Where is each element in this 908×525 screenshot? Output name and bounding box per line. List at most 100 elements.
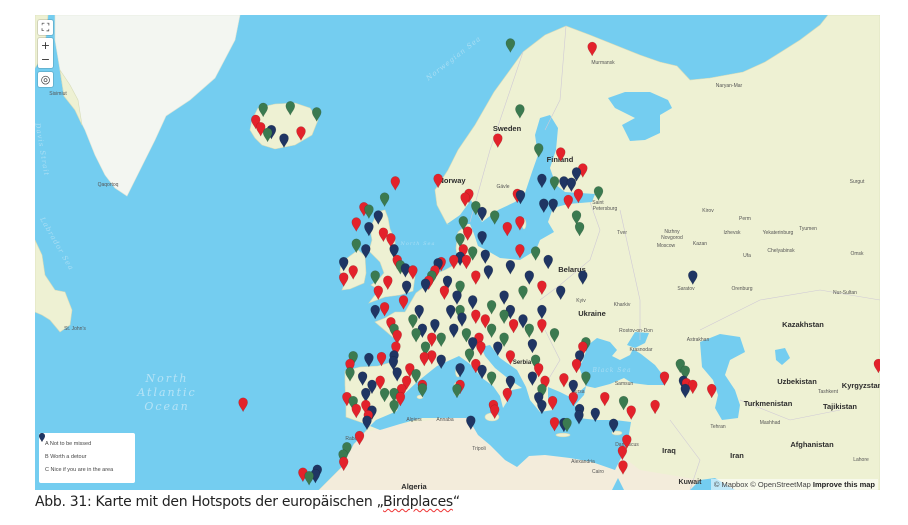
- marker-nice-if-in-area[interactable]: [436, 354, 446, 370]
- marker-nice-if-in-area[interactable]: [477, 364, 487, 380]
- marker-worth-a-detour[interactable]: [262, 127, 273, 143]
- marker-worth-a-detour[interactable]: [534, 143, 544, 158]
- marker-nice-if-in-area[interactable]: [339, 256, 349, 272]
- marker-worth-a-detour[interactable]: [530, 246, 541, 262]
- marker-not-to-be-missed[interactable]: [568, 391, 578, 407]
- marker-worth-a-detour[interactable]: [364, 204, 374, 220]
- marker-nice-if-in-area[interactable]: [457, 312, 467, 328]
- marker-not-to-be-missed[interactable]: [460, 192, 470, 208]
- marker-nice-if-in-area[interactable]: [420, 278, 431, 294]
- marker-not-to-be-missed[interactable]: [296, 126, 306, 142]
- marker-not-to-be-missed[interactable]: [559, 373, 569, 388]
- marker-nice-if-in-area[interactable]: [527, 371, 538, 387]
- marker-worth-a-detour[interactable]: [452, 383, 462, 399]
- marker-worth-a-detour[interactable]: [581, 371, 591, 387]
- marker-not-to-be-missed[interactable]: [373, 285, 383, 301]
- marker-worth-a-detour[interactable]: [515, 104, 525, 119]
- marker-nice-if-in-area[interactable]: [452, 290, 462, 306]
- marker-worth-a-detour[interactable]: [486, 371, 497, 387]
- marker-worth-a-detour[interactable]: [370, 270, 380, 286]
- marker-nice-if-in-area[interactable]: [480, 249, 490, 265]
- marker-nice-if-in-area[interactable]: [539, 198, 549, 214]
- marker-worth-a-detour[interactable]: [562, 417, 572, 433]
- marker-not-to-be-missed[interactable]: [490, 404, 500, 420]
- marker-not-to-be-missed[interactable]: [505, 350, 516, 365]
- marker-not-to-be-missed[interactable]: [873, 358, 880, 374]
- marker-not-to-be-missed[interactable]: [534, 363, 544, 378]
- marker-nice-if-in-area[interactable]: [680, 383, 690, 399]
- marker-nice-if-in-area[interactable]: [574, 410, 584, 425]
- marker-nice-if-in-area[interactable]: [559, 176, 569, 191]
- marker-not-to-be-missed[interactable]: [354, 430, 365, 446]
- marker-nice-if-in-area[interactable]: [364, 352, 374, 368]
- marker-not-to-be-missed[interactable]: [650, 399, 660, 415]
- marker-worth-a-detour[interactable]: [411, 328, 421, 343]
- marker-nice-if-in-area[interactable]: [578, 270, 588, 286]
- marker-not-to-be-missed[interactable]: [351, 217, 361, 233]
- marker-nice-if-in-area[interactable]: [537, 304, 547, 320]
- marker-not-to-be-missed[interactable]: [461, 254, 472, 270]
- marker-not-to-be-missed[interactable]: [449, 254, 459, 270]
- marker-nice-if-in-area[interactable]: [566, 177, 577, 193]
- marker-nice-if-in-area[interactable]: [477, 230, 487, 246]
- marker-not-to-be-missed[interactable]: [476, 341, 486, 357]
- marker-nice-if-in-area[interactable]: [527, 338, 538, 354]
- map-canvas[interactable]: Norwegian Sea Labrador Sea Davis Strait …: [35, 15, 880, 490]
- marker-worth-a-detour[interactable]: [411, 368, 421, 384]
- marker-not-to-be-missed[interactable]: [348, 265, 358, 280]
- marker-not-to-be-missed[interactable]: [463, 226, 473, 242]
- marker-nice-if-in-area[interactable]: [518, 314, 528, 329]
- marker-worth-a-detour[interactable]: [285, 101, 295, 116]
- marker-not-to-be-missed[interactable]: [688, 379, 698, 395]
- marker-nice-if-in-area[interactable]: [571, 167, 582, 182]
- marker-nice-if-in-area[interactable]: [590, 407, 600, 423]
- marker-nice-if-in-area[interactable]: [364, 221, 374, 237]
- zoom-out-button[interactable]: −: [40, 53, 51, 66]
- marker-worth-a-detour[interactable]: [486, 323, 497, 339]
- marker-worth-a-detour[interactable]: [455, 280, 465, 296]
- marker-not-to-be-missed[interactable]: [345, 358, 355, 374]
- marker-not-to-be-missed[interactable]: [392, 329, 402, 345]
- marker-nice-if-in-area[interactable]: [505, 375, 516, 391]
- marker-not-to-be-missed[interactable]: [571, 358, 582, 374]
- marker-nice-if-in-area[interactable]: [373, 210, 383, 226]
- marker-nice-if-in-area[interactable]: [524, 270, 534, 286]
- marker-worth-a-detour[interactable]: [518, 285, 528, 301]
- marker-worth-a-detour[interactable]: [490, 210, 500, 226]
- marker-worth-a-detour[interactable]: [571, 210, 582, 226]
- marker-not-to-be-missed[interactable]: [573, 188, 584, 204]
- marker-nice-if-in-area[interactable]: [556, 285, 566, 301]
- marker-worth-a-detour[interactable]: [461, 328, 472, 343]
- marker-worth-a-detour[interactable]: [458, 216, 468, 231]
- fullscreen-button[interactable]: ⛶: [38, 20, 53, 35]
- marker-not-to-be-missed[interactable]: [547, 395, 558, 411]
- marker-nice-if-in-area[interactable]: [505, 260, 516, 275]
- marker-not-to-be-missed[interactable]: [502, 221, 512, 237]
- marker-not-to-be-missed[interactable]: [617, 445, 628, 461]
- marker-not-to-be-missed[interactable]: [600, 391, 610, 407]
- improve-map-link[interactable]: Improve this map: [812, 480, 875, 489]
- marker-not-to-be-missed[interactable]: [556, 147, 566, 163]
- marker-nice-if-in-area[interactable]: [357, 371, 368, 387]
- marker-nice-if-in-area[interactable]: [279, 133, 289, 149]
- marker-not-to-be-missed[interactable]: [386, 233, 396, 248]
- marker-nice-if-in-area[interactable]: [392, 367, 402, 382]
- marker-nice-if-in-area[interactable]: [455, 363, 465, 378]
- marker-nice-if-in-area[interactable]: [499, 290, 509, 306]
- marker-not-to-be-missed[interactable]: [515, 244, 525, 259]
- marker-not-to-be-missed[interactable]: [502, 387, 512, 403]
- marker-not-to-be-missed[interactable]: [339, 272, 349, 288]
- marker-not-to-be-missed[interactable]: [439, 285, 450, 301]
- marker-nice-if-in-area[interactable]: [401, 280, 412, 296]
- marker-nice-if-in-area[interactable]: [468, 337, 478, 352]
- marker-worth-a-detour[interactable]: [499, 332, 509, 348]
- marker-nice-if-in-area[interactable]: [446, 304, 456, 320]
- marker-worth-a-detour[interactable]: [258, 102, 268, 118]
- marker-not-to-be-missed[interactable]: [383, 275, 393, 291]
- marker-nice-if-in-area[interactable]: [477, 206, 487, 222]
- marker-worth-a-detour[interactable]: [505, 38, 516, 54]
- marker-worth-a-detour[interactable]: [574, 221, 585, 237]
- marker-not-to-be-missed[interactable]: [471, 309, 481, 325]
- marker-worth-a-detour[interactable]: [379, 387, 390, 403]
- marker-not-to-be-missed[interactable]: [626, 405, 636, 421]
